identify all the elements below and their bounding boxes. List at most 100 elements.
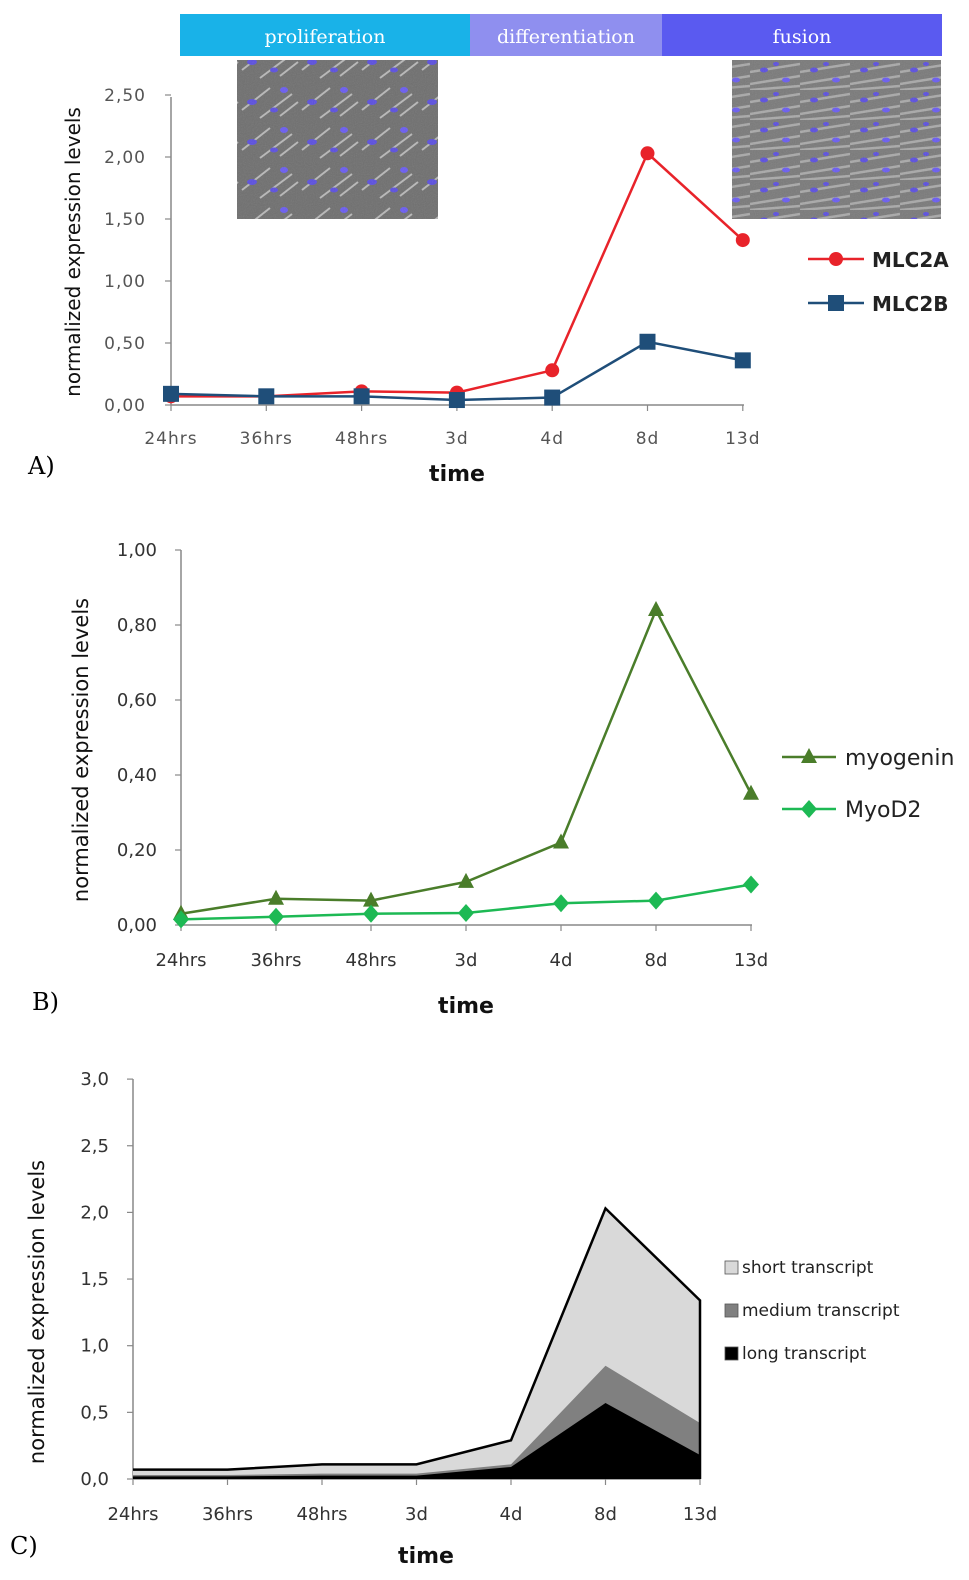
legend-label-mlc2b: MLC2B (872, 292, 948, 316)
legend-marker-myogenin (801, 748, 817, 763)
y-tick-label: 3,0 (80, 1069, 109, 1090)
y-tick-label: 0,5 (80, 1402, 109, 1423)
legend-b: myogenin MyoD2 (782, 746, 954, 823)
x-tick-label: 13d (725, 429, 760, 449)
data-point-myogenin (363, 891, 379, 907)
y-tick-label: 1,5 (80, 1269, 109, 1290)
x-tick-label: 36hrs (250, 950, 301, 971)
panel-label-c: C) (10, 1532, 38, 1560)
data-point-mlc2a (735, 233, 750, 248)
y-tick-label: 2,5 (80, 1136, 109, 1157)
legend-label-long-transcript: long transcript (742, 1344, 867, 1364)
x-tick-label: 3d (405, 1504, 428, 1525)
x-tick-label: 4d (550, 950, 573, 971)
x-tick-label: 24hrs (107, 1504, 158, 1525)
data-point-mlc2b (639, 333, 656, 350)
legend-marker-mlc2a (829, 252, 843, 266)
data-point-mlc2b (258, 388, 275, 405)
y-tick-label: 0,60 (117, 690, 157, 711)
legend-c: short transcript medium transcript long tr… (724, 1258, 900, 1364)
x-axis-title-b: time (438, 994, 494, 1019)
data-point-myod2 (648, 891, 664, 910)
y-tick-label: 0,0 (80, 1469, 109, 1490)
legend-swatch-short-transcript (724, 1260, 739, 1275)
x-tick-label: 8d (645, 950, 668, 971)
x-tick-label: 48hrs (335, 429, 388, 449)
y-axis-label-a: normalized expression levels (61, 107, 85, 397)
phase-differentiation (470, 14, 662, 56)
data-point-myogenin (648, 601, 664, 616)
data-point-myod2 (458, 904, 474, 922)
legend-marker-mlc2b (828, 295, 844, 311)
data-point-myod2 (173, 910, 189, 929)
data-point-mlc2b (448, 392, 465, 409)
chart-panel-a: proliferation differentiation fusion 0,0… (27, 14, 949, 487)
x-axis-title-a: time (429, 462, 485, 487)
data-point-myod2 (363, 904, 379, 923)
legend-label-myogenin: myogenin (845, 746, 954, 771)
fusion-micrograph (732, 60, 941, 219)
y-tick-label: 0,00 (104, 396, 146, 416)
data-point-mlc2a (545, 363, 560, 378)
phase-label-proliferation: proliferation (265, 26, 386, 48)
data-point-myogenin (743, 784, 759, 800)
x-tick-label: 13d (734, 950, 768, 971)
legend-swatch-medium-transcript (724, 1303, 739, 1318)
y-tick-label: 1,0 (80, 1336, 109, 1357)
legend-label-myod2: MyoD2 (845, 798, 921, 823)
data-point-myogenin (458, 872, 474, 888)
y-axis-label-b: normalized expression levels (69, 598, 93, 902)
x-tick-label: 36hrs (240, 429, 293, 449)
legend-label-short-transcript: short transcript (742, 1258, 874, 1278)
proliferation-micrograph (237, 60, 438, 219)
chart-panel-c: 0,0 0,5 1,0 1,5 2,0 2,5 3,0 24hrs 36hrs 48hrs 3d 4d… (10, 1069, 900, 1569)
x-tick-label: 3d (445, 429, 469, 449)
x-tick-label: 3d (455, 950, 478, 971)
x-tick-label: 4d (500, 1504, 523, 1525)
panel-label-b: B) (32, 988, 59, 1016)
x-tick-label: 13d (683, 1504, 717, 1525)
y-axis-label-c: normalized expression levels (25, 1160, 49, 1464)
data-point-myogenin (268, 889, 284, 905)
y-tick-label: 2,50 (104, 86, 146, 106)
x-tick-label: 8d (594, 1504, 617, 1525)
series-line-myogenin (180, 607, 753, 915)
plot-area-b (173, 601, 759, 929)
axes-b: 0,00 0,20 0,40 0,60 0,80 1,00 24hrs 36hrs 48hrs 3… (117, 540, 768, 971)
phase-label-fusion: fusion (773, 26, 832, 48)
y-tick-label: 0,40 (117, 765, 157, 786)
y-tick-label: 0,50 (104, 334, 146, 354)
x-tick-label: 48hrs (345, 950, 396, 971)
data-point-myod2 (743, 875, 759, 894)
x-tick-label: 24hrs (155, 950, 206, 971)
x-tick-label: 24hrs (144, 429, 197, 449)
chart-panel-b: 0,00 0,20 0,40 0,60 0,80 1,00 24hrs 36hrs 48hrs 3… (32, 540, 954, 1019)
legend-swatch-long-transcript (724, 1346, 739, 1361)
y-tick-label: 2,00 (104, 148, 146, 168)
y-tick-label: 2,0 (80, 1202, 109, 1223)
area-long-transcript (133, 1403, 700, 1479)
legend-label-medium-transcript: medium transcript (742, 1301, 900, 1321)
area-short-transcript (133, 1208, 700, 1479)
data-point-mlc2b (544, 389, 561, 406)
phase-proliferation (180, 14, 470, 56)
data-point-mlc2b (353, 388, 370, 405)
data-point-mlc2a (640, 146, 655, 161)
y-tick-label: 1,00 (104, 272, 146, 292)
plot-area-c (133, 1206, 702, 1479)
plot-area-a (163, 146, 751, 409)
data-point-myod2 (553, 894, 569, 913)
panel-label-a: A) (27, 452, 55, 480)
legend-label-mlc2a: MLC2A (872, 248, 949, 272)
area-total-outline (133, 1206, 702, 1479)
x-axis-title-c: time (398, 1544, 454, 1569)
data-point-mlc2b (163, 385, 179, 402)
x-tick-label: 8d (636, 429, 660, 449)
data-point-mlc2b (734, 352, 751, 369)
data-point-myogenin (553, 833, 569, 849)
y-tick-label: 0,00 (117, 915, 157, 936)
y-tick-label: 0,20 (117, 840, 157, 861)
legend-a: MLC2A MLC2B (808, 248, 949, 316)
y-tick-label: 1,50 (104, 210, 146, 230)
